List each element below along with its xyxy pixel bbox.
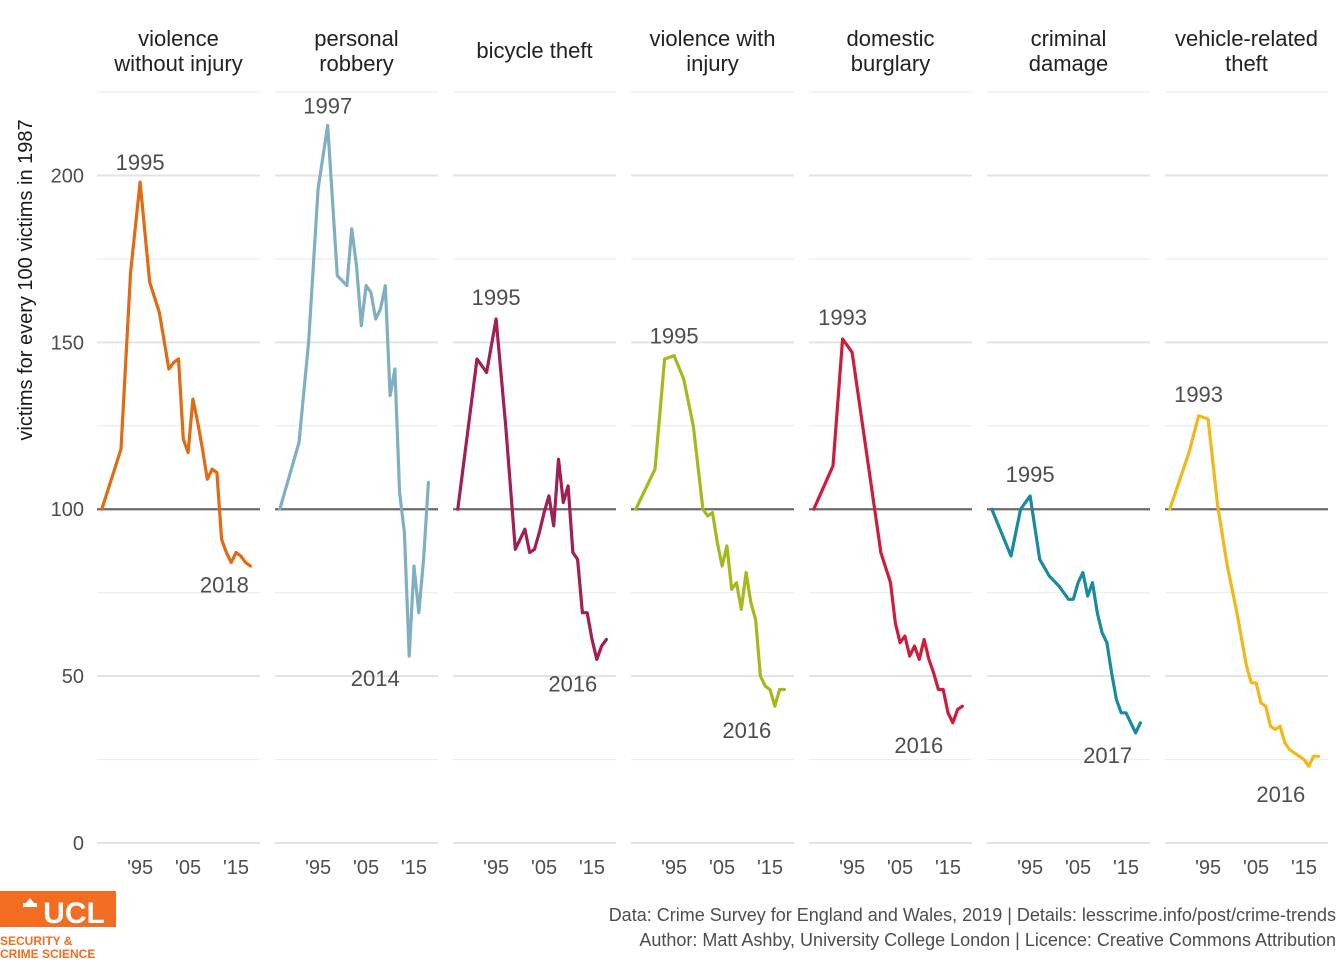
- y-tick-label: 100: [51, 499, 84, 521]
- min-year-label: 2016: [1256, 782, 1305, 807]
- logo-subtitle-line2: CRIME SCIENCE: [0, 947, 95, 960]
- x-tick-label: '95: [127, 857, 153, 879]
- series-line: [458, 319, 607, 659]
- x-tick-label: '05: [531, 857, 557, 879]
- x-tick-label: '15: [401, 857, 427, 879]
- min-year-label: 2016: [548, 671, 597, 696]
- series-line: [636, 356, 785, 707]
- x-tick-label: '15: [223, 857, 249, 879]
- caption-line-2: Author: Matt Ashby, University College L…: [639, 930, 1336, 950]
- facet-panel: criminal damage '95 '05 '15 1995 2017: [987, 26, 1150, 879]
- x-tick-label: '05: [1065, 857, 1091, 879]
- peak-year-label: 1995: [1006, 462, 1055, 487]
- min-year-label: 2014: [351, 666, 400, 691]
- peak-year-label: 1993: [1174, 382, 1223, 407]
- x-tick-label: '05: [709, 857, 735, 879]
- x-tick-label: '15: [579, 857, 605, 879]
- facet-title: vehicle-related theft: [1175, 26, 1318, 76]
- facet-title: domestic burglary: [846, 26, 934, 76]
- x-tick-label: '95: [305, 857, 331, 879]
- min-year-label: 2018: [200, 573, 249, 598]
- facet-title: personal robbery: [314, 26, 398, 76]
- min-year-label: 2017: [1083, 743, 1132, 768]
- series-line: [280, 125, 429, 656]
- x-tick-label: '95: [661, 857, 687, 879]
- x-tick-label: '05: [887, 857, 913, 879]
- peak-year-label: 1995: [650, 324, 699, 349]
- facet-panel: violence with injury '95 '05 '15 1995 2016: [631, 26, 794, 879]
- peak-year-label: 1993: [818, 305, 867, 330]
- x-tick-label: '05: [353, 857, 379, 879]
- x-tick-label: '05: [175, 857, 201, 879]
- x-tick-label: '05: [1243, 857, 1269, 879]
- min-year-label: 2016: [894, 733, 943, 758]
- x-tick-label: '95: [839, 857, 865, 879]
- facet-panel: violence without injury '95 '05 '15 1995 2018: [97, 26, 260, 879]
- x-tick-label: '15: [1291, 857, 1317, 879]
- series-line: [992, 496, 1141, 733]
- peak-year-label: 1995: [472, 285, 521, 310]
- ucl-logo: UCL SECURITY & CRIME SCIENCE: [0, 891, 116, 960]
- peak-year-label: 1995: [116, 150, 165, 175]
- series-line: [814, 339, 963, 723]
- x-tick-label: '95: [1017, 857, 1043, 879]
- x-tick-label: '15: [1113, 857, 1139, 879]
- x-tick-label: '95: [1195, 857, 1221, 879]
- y-tick-label: 0: [73, 833, 84, 855]
- facet-title: bicycle theft: [476, 38, 592, 63]
- y-axis-label: victims for every 100 victims in 1987: [15, 119, 37, 440]
- y-tick-label: 200: [51, 165, 84, 187]
- facet-panel: bicycle theft '95 '05 '15 1995 2016: [453, 38, 616, 879]
- logo-subtitle-line1: SECURITY &: [0, 934, 73, 948]
- facet-panel: personal robbery '95 '05 '15 1997 2014: [275, 26, 438, 879]
- facet-panel: vehicle-related theft '95 '05 '15 1993 2016: [1165, 26, 1328, 879]
- y-tick-label: 50: [62, 666, 84, 688]
- facet-title: violence with injury: [650, 26, 776, 76]
- x-tick-label: '95: [483, 857, 509, 879]
- caption-line-1: Data: Crime Survey for England and Wales…: [609, 905, 1336, 925]
- series-line: [1170, 416, 1319, 766]
- peak-year-label: 1997: [303, 93, 352, 118]
- logo-wordmark: UCL: [43, 897, 105, 930]
- facet-panel: domestic burglary '95 '05 '15 1993 2016: [809, 26, 972, 879]
- x-tick-label: '15: [935, 857, 961, 879]
- x-tick-label: '15: [757, 857, 783, 879]
- min-year-label: 2016: [722, 718, 771, 743]
- facet-title: criminal damage: [1029, 26, 1109, 76]
- y-tick-label: 150: [51, 332, 84, 354]
- facets-group: 0 50 100 150 200 violence without injury '95 '05…: [51, 26, 1328, 879]
- facet-title: violence without injury: [113, 26, 242, 76]
